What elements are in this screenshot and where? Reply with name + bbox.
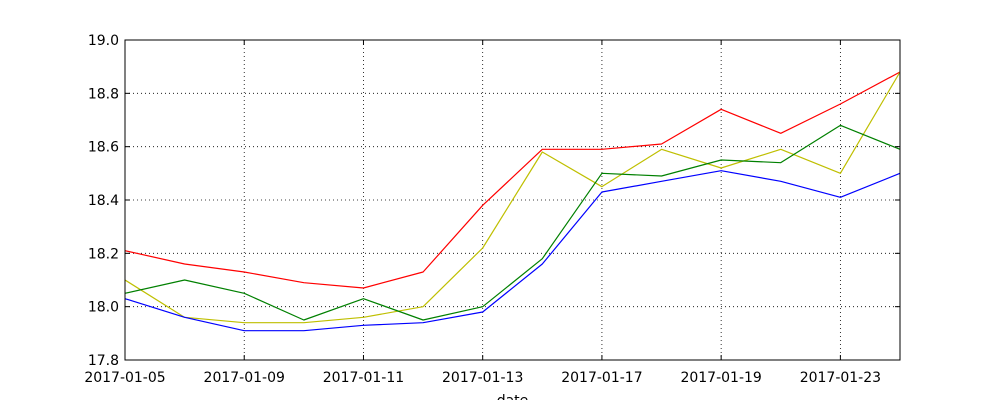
y-tick-label: 19.0 [88,33,119,49]
x-tick-label: 2017-01-17 [561,370,642,386]
x-axis-title: date [497,393,529,400]
y-tick-label: 18.2 [88,246,119,262]
grid [125,40,900,360]
series-line-3 [124,124,901,321]
x-tick-label: 2017-01-13 [442,370,523,386]
y-tick-label: 17.8 [88,353,119,369]
axis-ticks: 17.8 18.0 18.2 18.4 18.6 18.8 19.0 2017-01-05 20… [84,33,900,386]
series-line-2 [124,71,901,324]
x-tick-label: 2017-01-09 [204,370,285,386]
series-line-1 [124,71,901,289]
x-tick-label: 2017-01-05 [84,370,165,386]
x-tick-label: 2017-01-11 [323,370,404,386]
y-tick-label: 18.0 [88,300,119,316]
y-tick-label: 18.8 [88,86,119,102]
y-tick-label: 18.4 [88,193,119,209]
x-tick-label: 2017-01-19 [680,370,761,386]
series-group [124,71,901,332]
y-tick-label: 18.6 [88,140,119,156]
x-tick-label: 2017-01-23 [800,370,881,386]
series-line-4 [124,170,901,332]
